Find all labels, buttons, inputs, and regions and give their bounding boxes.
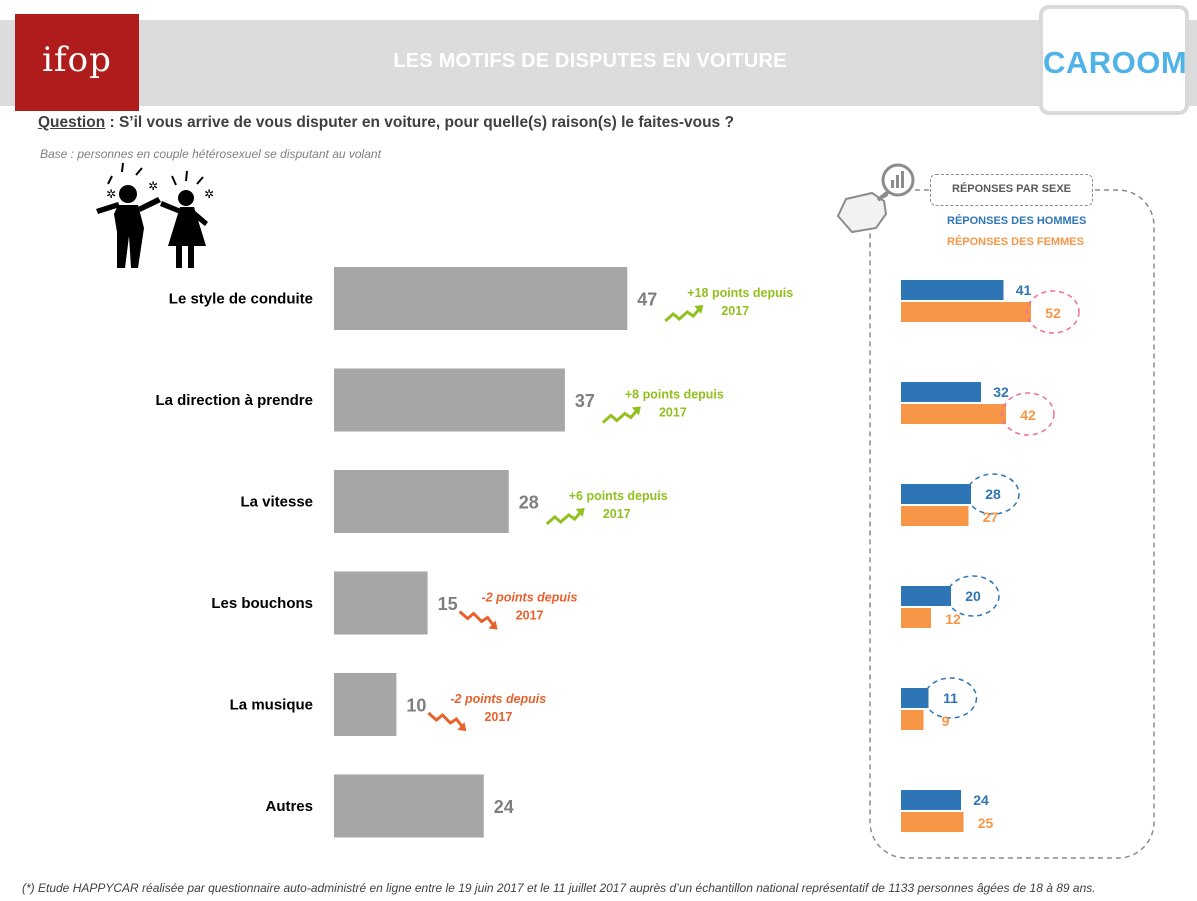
highlight-circle bbox=[1001, 392, 1055, 436]
trend-label: +6 points depuis bbox=[569, 489, 668, 503]
trend-arrow-head-icon bbox=[575, 508, 585, 517]
question-label: Question bbox=[38, 114, 106, 131]
magnifier-hand-icon bbox=[836, 163, 915, 234]
trend-year: 2017 bbox=[721, 304, 749, 318]
trend-up-arrow-icon bbox=[545, 511, 582, 526]
trend-year: 2017 bbox=[516, 609, 544, 623]
trend-arrow-head-icon bbox=[694, 305, 704, 314]
men-value-label: 24 bbox=[973, 792, 989, 808]
bar bbox=[334, 673, 397, 736]
category-label: Le style de conduite bbox=[169, 291, 313, 308]
category-label: La musique bbox=[230, 697, 313, 714]
trend-label: +8 points depuis bbox=[625, 388, 724, 402]
svg-text:✲: ✲ bbox=[148, 179, 158, 193]
bar-value-label: 37 bbox=[575, 391, 595, 411]
women-value-label: 42 bbox=[1020, 407, 1036, 423]
men-value-label: 11 bbox=[943, 690, 958, 706]
women-value-label: 9 bbox=[942, 713, 950, 729]
svg-text:✲: ✲ bbox=[204, 187, 214, 201]
legend-title: RÉPONSES PAR SEXE bbox=[930, 174, 1093, 206]
bar bbox=[334, 774, 484, 838]
legend-men: RÉPONSES DES HOMMES bbox=[947, 215, 1087, 227]
women-bar bbox=[901, 506, 969, 526]
women-bar bbox=[901, 302, 1031, 322]
men-bar bbox=[901, 586, 951, 606]
page-title: LES MOTIFS DE DISPUTES EN VOITURE bbox=[393, 50, 787, 72]
trend-label: -2 points depuis bbox=[450, 692, 546, 706]
highlight-circle bbox=[946, 575, 1000, 617]
trend-arrow-head-icon bbox=[457, 722, 467, 731]
caroom-logo-text: CAROOM bbox=[1043, 45, 1188, 80]
svg-text:✲: ✲ bbox=[106, 187, 116, 201]
bar-value-label: 28 bbox=[519, 493, 539, 513]
footnote: (*) Etude HAPPYCAR réalisée par question… bbox=[22, 881, 1096, 895]
arguing-couple-icon: ✲ ✲ ✲ bbox=[96, 162, 214, 268]
bar bbox=[334, 267, 628, 330]
question: Question : S’il vous arrive de vous disp… bbox=[38, 114, 734, 132]
men-value-label: 32 bbox=[993, 384, 1009, 400]
men-value-label: 28 bbox=[985, 486, 1001, 502]
base-note: Base : personnes en couple hétérosexuel … bbox=[40, 147, 381, 161]
trend-arrow-head-icon bbox=[631, 406, 641, 416]
women-value-label: 25 bbox=[978, 815, 994, 831]
category-label: La direction à prendre bbox=[155, 392, 313, 409]
men-bar bbox=[901, 280, 1004, 300]
women-bar bbox=[901, 404, 1006, 424]
trend-up-arrow-icon bbox=[664, 308, 701, 323]
bar bbox=[334, 368, 565, 432]
women-bar bbox=[901, 710, 924, 730]
women-value-label: 52 bbox=[1045, 305, 1061, 321]
trend-label: -2 points depuis bbox=[482, 591, 578, 605]
men-bar bbox=[901, 382, 981, 402]
ifop-logo-text: ifop bbox=[42, 40, 112, 80]
trend-up-arrow-icon bbox=[601, 409, 639, 424]
legend-women: RÉPONSES DES FEMMES bbox=[947, 236, 1084, 248]
header-band bbox=[0, 20, 1197, 106]
category-label: La vitesse bbox=[240, 494, 313, 511]
category-label: Autres bbox=[265, 798, 313, 815]
trend-year: 2017 bbox=[659, 406, 687, 420]
trend-year: 2017 bbox=[484, 710, 512, 724]
trend-down-arrow-icon bbox=[427, 711, 464, 728]
highlight-circle bbox=[923, 677, 978, 719]
highlight-circle bbox=[966, 473, 1020, 515]
highlight-circle bbox=[1026, 290, 1080, 334]
main-bar-chart: Le style de conduite 47 +18 points depuis 2… bbox=[155, 267, 793, 838]
trend-year: 2017 bbox=[603, 507, 631, 521]
sex-panel bbox=[869, 189, 1155, 859]
bar-value-label: 47 bbox=[637, 290, 657, 310]
women-bar bbox=[901, 608, 931, 628]
women-value-label: 12 bbox=[945, 611, 961, 627]
caroom-logo: CAROOM bbox=[1039, 5, 1189, 115]
men-bar bbox=[901, 688, 929, 708]
women-bar bbox=[901, 812, 964, 832]
men-bar bbox=[901, 790, 961, 810]
bar-value-label: 10 bbox=[406, 696, 426, 716]
ifop-logo: ifop bbox=[15, 14, 139, 111]
bar-value-label: 24 bbox=[494, 797, 514, 817]
women-value-label: 27 bbox=[983, 509, 999, 525]
trend-arrow-head-icon bbox=[488, 620, 498, 630]
category-label: Les bouchons bbox=[211, 595, 313, 612]
men-value-label: 20 bbox=[965, 588, 981, 604]
question-text: : S’il vous arrive de vous disputer en v… bbox=[105, 114, 734, 131]
bar bbox=[334, 571, 428, 635]
trend-label: +18 points depuis bbox=[687, 286, 793, 300]
trend-down-arrow-icon bbox=[458, 610, 495, 627]
bar bbox=[334, 470, 509, 533]
bar-value-label: 15 bbox=[438, 594, 458, 614]
men-value-label: 41 bbox=[1016, 282, 1032, 298]
men-bar bbox=[901, 484, 971, 504]
